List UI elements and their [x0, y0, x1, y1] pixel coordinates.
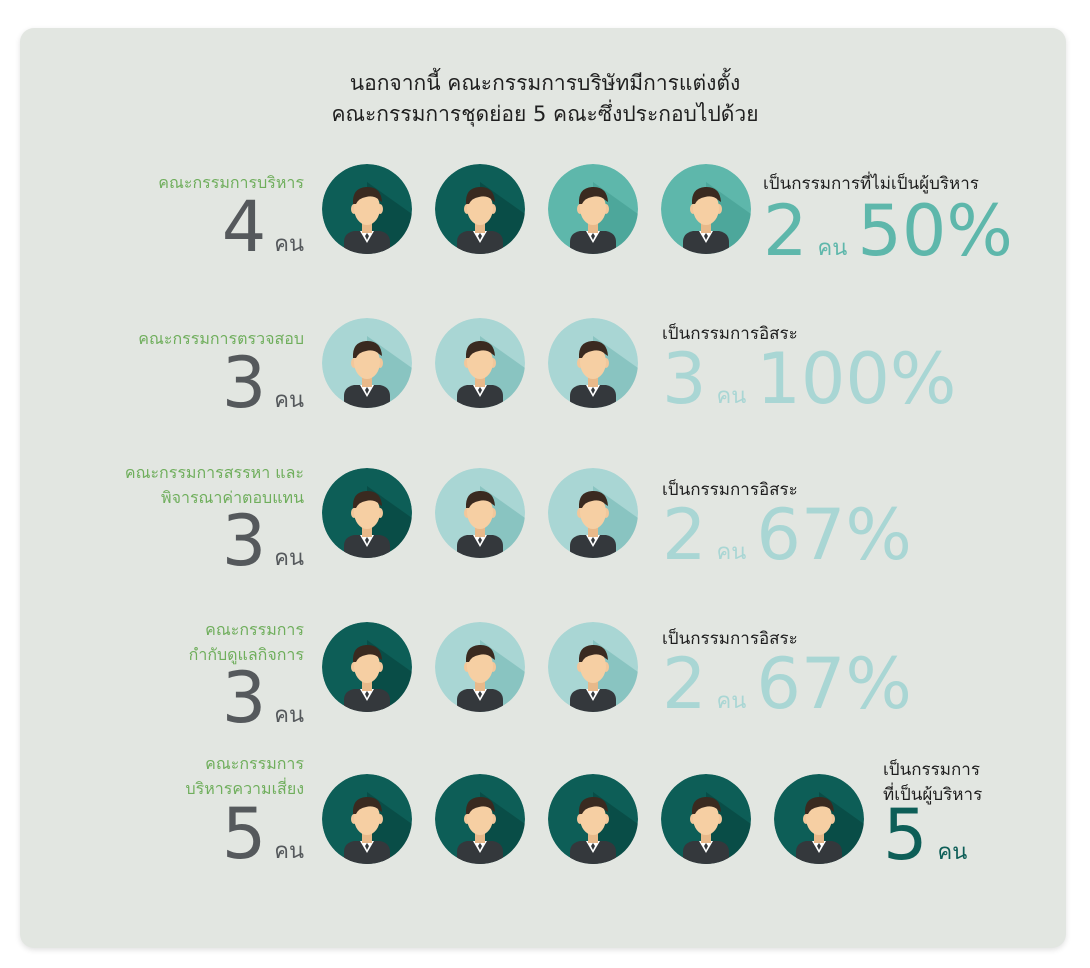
committee-count-governance: 3 คน: [222, 663, 304, 733]
person-avatar-icon: [322, 164, 412, 254]
person-avatar-icon: [322, 622, 412, 712]
stat-independent: 3 คน 100%: [662, 344, 956, 414]
committee-label-nomination: คณะกรรมการสรรหา และ พิจารณาค่าตอบแทน: [4, 460, 304, 510]
title-line-1: นอกจากนี้ คณะกรรมการบริษัทมีการแต่งตั้ง: [349, 71, 741, 95]
note-line-1: เป็นกรรมการ: [883, 760, 980, 780]
stat-unit: คน: [716, 689, 747, 714]
person-avatar-icon: [661, 164, 751, 254]
stat-executive: 5 คน: [883, 800, 977, 870]
person-avatar-icon: [435, 622, 525, 712]
person-avatar-icon: [774, 774, 864, 864]
member-count-unit: คน: [274, 703, 304, 728]
note-independent: เป็นกรรมการอิสระ: [662, 480, 798, 500]
infographic-title: นอกจากนี้ คณะกรรมการบริษัทมีการแต่งตั้ง …: [0, 68, 1090, 130]
stat-percent: 100%: [756, 338, 957, 420]
stat-count: 2: [662, 494, 707, 576]
stat-percent: 50%: [857, 190, 1013, 272]
person-avatar-icon: [435, 774, 525, 864]
person-avatar-icon: [661, 774, 751, 864]
committee-label-executive: คณะกรรมการบริหาร: [158, 173, 304, 192]
person-avatar-icon: [322, 774, 412, 864]
stat-non-executive: 2 คน 50%: [763, 196, 1013, 266]
committee-label-risk: คณะกรรมการ บริหารความเสี่ยง: [4, 751, 304, 801]
person-avatar-icon: [322, 318, 412, 408]
person-avatar-icon: [322, 468, 412, 558]
member-count-number: 3: [221, 657, 267, 739]
committee-count-risk: 5 คน: [222, 799, 304, 869]
note-independent: เป็นกรรมการอิสระ: [662, 324, 798, 344]
stat-unit: คน: [937, 840, 968, 865]
person-avatar-icon: [435, 164, 525, 254]
person-avatar-icon: [435, 468, 525, 558]
label-line-1: คณะกรรมการ: [205, 754, 304, 773]
member-count-number: 3: [221, 500, 267, 582]
stat-count: 5: [883, 794, 928, 876]
stat-unit: คน: [716, 384, 747, 409]
member-count-unit: คน: [274, 232, 304, 257]
person-avatar-icon: [548, 774, 638, 864]
person-avatar-icon: [548, 468, 638, 558]
member-count-number: 5: [221, 793, 267, 875]
committee-count-audit: 3 คน: [222, 348, 304, 418]
stat-percent: 67%: [756, 494, 912, 576]
note-executive: เป็นกรรมการ ที่เป็นผู้บริหาร: [883, 758, 982, 808]
note-non-executive: เป็นกรรมการที่ไม่เป็นผู้บริหาร: [763, 174, 979, 194]
stat-count: 2: [662, 643, 707, 725]
person-avatar-icon: [548, 318, 638, 408]
stat-unit: คน: [716, 540, 747, 565]
member-count-unit: คน: [274, 546, 304, 571]
stat-unit: คน: [817, 236, 848, 261]
infographic-card: [20, 28, 1066, 948]
stat-independent: 2 คน 67%: [662, 649, 912, 719]
person-avatar-icon: [548, 164, 638, 254]
note-independent: เป็นกรรมการอิสระ: [662, 629, 798, 649]
stat-independent: 2 คน 67%: [662, 500, 912, 570]
person-avatar-icon: [435, 318, 525, 408]
stat-count: 3: [662, 338, 707, 420]
member-count-unit: คน: [274, 388, 304, 413]
committee-label-audit: คณะกรรมการตรวจสอบ: [138, 329, 304, 348]
label-line-2: พิจารณาค่าตอบแทน: [161, 488, 304, 507]
stat-count: 2: [763, 190, 808, 272]
stat-percent: 67%: [756, 643, 912, 725]
label-line-2: กำกับดูแลกิจการ: [188, 645, 304, 664]
member-count-unit: คน: [274, 839, 304, 864]
note-line-2: ที่เป็นผู้บริหาร: [883, 785, 983, 805]
person-avatar-icon: [548, 622, 638, 712]
committee-count-nomination: 3 คน: [222, 506, 304, 576]
member-count-number: 3: [221, 342, 267, 424]
label-line-1: คณะกรรมการสรรหา และ: [124, 463, 304, 482]
committee-count-executive: 4 คน: [222, 192, 304, 262]
title-line-2: คณะกรรมการชุดย่อย 5 คณะซึ่งประกอบไปด้วย: [331, 102, 759, 126]
committee-label-governance: คณะกรรมการ กำกับดูแลกิจการ: [4, 617, 304, 667]
label-line-2: บริหารความเสี่ยง: [185, 779, 304, 798]
member-count-number: 4: [221, 186, 267, 268]
label-line-1: คณะกรรมการ: [205, 620, 304, 639]
